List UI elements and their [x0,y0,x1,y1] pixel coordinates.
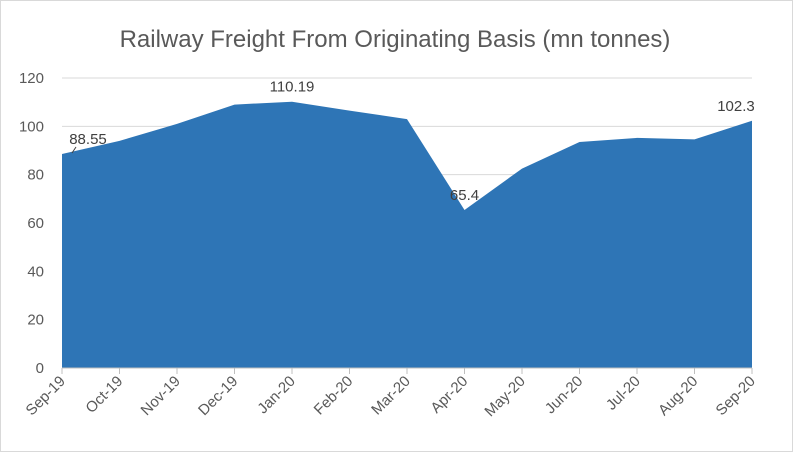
data-label-leader [71,146,77,154]
x-tick-label: Jul-20 [603,373,644,414]
data-label: 88.55 [69,131,107,148]
x-tick-label: Sep-19 [23,373,69,419]
x-tick-label: Jan-20 [254,373,298,417]
x-tick-label: Apr-20 [427,373,471,417]
area-fill [62,101,752,369]
y-tick-label: 40 [27,263,44,280]
data-label: 102.3 [717,98,755,115]
data-label: 110.19 [270,79,315,96]
y-tick-label: 100 [19,118,44,135]
area-series [62,101,752,369]
y-tick-label: 120 [19,70,44,87]
y-axis: 0 20 40 60 80 100 120 [19,70,44,377]
y-tick-label: 80 [27,167,44,184]
chart-title: Railway Freight From Originating Basis (… [120,26,671,53]
data-label: 65.4 [450,187,479,204]
x-tick-label: Dec-19 [195,373,241,419]
x-tick-label: Aug-20 [655,373,701,419]
x-tick-label: Nov-19 [138,373,184,419]
x-tick-label: Jun-20 [542,373,586,417]
y-tick-label: 60 [27,215,44,232]
x-tick-label: Oct-19 [82,373,126,417]
x-tick-label: May-20 [481,373,528,420]
data-labels: 88.55 110.19 65.4 102.3 [69,79,755,204]
x-tick-label: Mar-20 [368,373,414,419]
y-tick-label: 0 [36,360,44,377]
x-tick-label: Feb-20 [311,373,357,419]
y-tick-label: 20 [27,312,44,329]
x-axis: Sep-19 Oct-19 Nov-19 Dec-19 Jan-20 Feb-20 Mar-… [23,367,759,420]
x-tick-label: Sep-20 [713,373,759,419]
